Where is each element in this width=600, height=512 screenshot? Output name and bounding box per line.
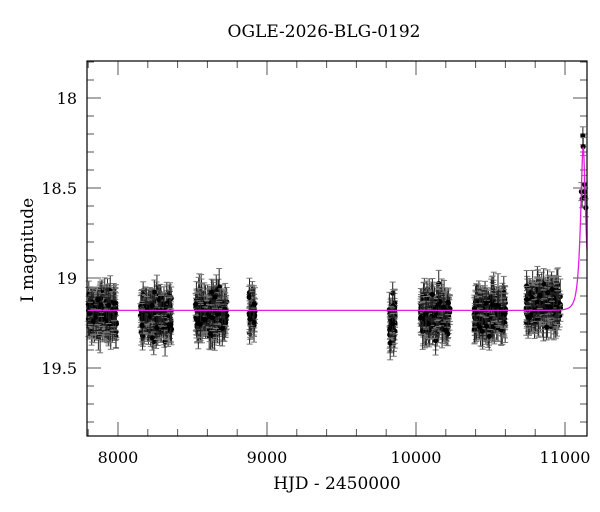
data-points (85, 126, 589, 361)
x-tick-label: 11000 (540, 448, 591, 467)
y-tick-label: 19 (57, 269, 77, 288)
chart-title: OGLE-2026-BLG-0192 (227, 22, 421, 42)
axis-ticks (87, 61, 587, 436)
x-tick-label: 10000 (391, 448, 442, 467)
plot-frame (86, 60, 588, 437)
tick-labels: 8000 9000 10000 11000 18 18.5 19 19.5 (41, 89, 590, 467)
model-curve (87, 146, 588, 312)
x-tick-label: 8000 (98, 448, 139, 467)
y-tick-label: 18 (57, 89, 77, 108)
y-tick-label: 18.5 (41, 179, 77, 198)
x-tick-label: 9000 (247, 448, 288, 467)
y-tick-label: 19.5 (41, 359, 77, 378)
x-axis-label: HJD - 2450000 (273, 474, 401, 494)
